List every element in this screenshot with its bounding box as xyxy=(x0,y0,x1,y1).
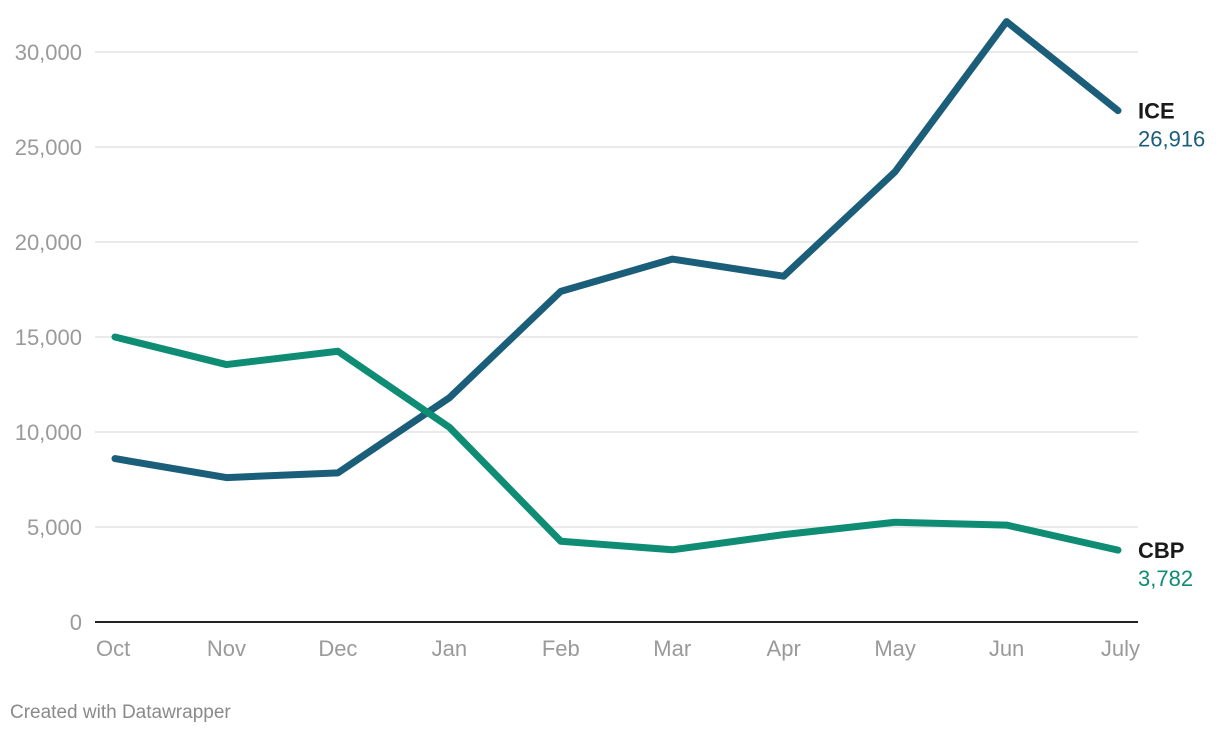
datawrapper-credit: Created with Datawrapper xyxy=(10,702,231,723)
series-value-ice: 26,916 xyxy=(1138,127,1205,152)
y-tick-label: 10,000 xyxy=(15,420,82,445)
x-tick-label: Nov xyxy=(207,636,246,661)
series-end-labels: ICE 26,916 CBP 3,782 xyxy=(1138,99,1205,592)
y-axis-tick-labels: 0 5,000 10,000 15,000 20,000 25,000 30,000 xyxy=(15,40,82,635)
y-tick-label: 20,000 xyxy=(15,230,82,255)
series-label-cbp: CBP xyxy=(1138,538,1184,563)
gridlines xyxy=(95,51,1138,623)
x-axis-tick-labels: Oct Nov Dec Jan Feb Mar Apr May Jun July xyxy=(96,636,1140,661)
x-tick-label: Mar xyxy=(653,636,691,661)
x-tick-label: Dec xyxy=(318,636,357,661)
series-line-cbp xyxy=(111,333,1122,554)
series-lines xyxy=(111,18,1122,554)
x-tick-label: Apr xyxy=(767,636,801,661)
x-tick-label: May xyxy=(874,636,916,661)
series-label-ice: ICE xyxy=(1138,99,1175,124)
x-tick-label: July xyxy=(1101,636,1140,661)
y-tick-label: 15,000 xyxy=(15,325,82,350)
x-tick-label: Feb xyxy=(542,636,580,661)
x-tick-label: Oct xyxy=(96,636,130,661)
y-tick-label: 30,000 xyxy=(15,40,82,65)
y-tick-label: 25,000 xyxy=(15,135,82,160)
y-tick-label: 0 xyxy=(70,610,82,635)
y-tick-label: 5,000 xyxy=(27,515,82,540)
series-value-cbp: 3,782 xyxy=(1138,566,1193,591)
series-line-ice xyxy=(111,18,1122,482)
x-tick-label: Jun xyxy=(989,636,1024,661)
x-tick-label: Jan xyxy=(432,636,467,661)
